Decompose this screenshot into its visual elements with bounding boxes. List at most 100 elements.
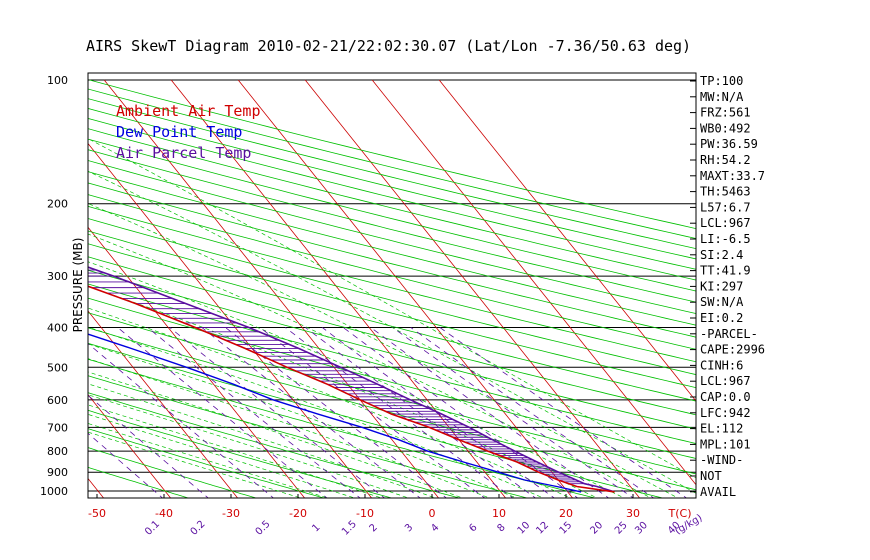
index-entry: RH:54.2 — [700, 153, 751, 167]
plot-area — [0, 79, 696, 500]
pressure-tick-label: 100 — [47, 74, 68, 87]
bottom-temp-tick-label: 0 — [429, 507, 436, 520]
index-entry: LI:-6.5 — [700, 232, 751, 246]
dry-adiabat-line — [88, 243, 696, 402]
moist-adiabat-line — [88, 371, 464, 498]
isotherm-line — [88, 477, 105, 498]
dry-adiabat-line — [88, 312, 696, 475]
pressure-tick-label: 1000 — [40, 485, 68, 498]
dry-adiabat-line — [88, 160, 696, 314]
mixing-ratio-line — [370, 327, 610, 498]
mixing-ratio-line — [259, 327, 486, 498]
isotherm-line — [0, 80, 38, 500]
mixing-ratio-line — [201, 327, 421, 498]
pressure-tick-label: 900 — [47, 466, 68, 479]
mixing-ratio-label: 1 — [310, 522, 322, 534]
pressure-tick-label: 600 — [47, 394, 68, 407]
bottom-temp-tick-label: 10 — [492, 507, 506, 520]
parcel-temp-line — [88, 266, 615, 493]
mixing-ratio-label: 0.2 — [189, 519, 208, 538]
dry-adiabat-line — [88, 283, 696, 444]
dry-adiabat-line — [88, 182, 696, 338]
index-entry: NOT — [700, 469, 722, 483]
pressure-tick-label: 700 — [47, 421, 68, 434]
mixing-ratio-line — [284, 327, 514, 498]
axes: 1002003004005006007008009001000-120-110-… — [40, 74, 704, 538]
moist-adiabat-line — [88, 233, 652, 498]
dry-adiabat-line — [88, 447, 258, 498]
dry-adiabat-line — [88, 118, 696, 270]
index-entry: -WIND- — [700, 453, 743, 467]
plot-frame — [87, 72, 697, 499]
pressure-tick-label: 800 — [47, 445, 68, 458]
moist-adiabat-line — [88, 170, 696, 494]
index-entry: MAXT:33.7 — [700, 169, 765, 183]
moist-adiabat-line — [88, 404, 383, 498]
mixing-ratio-label: 2 — [368, 522, 380, 534]
index-entry: CAPE:2996 — [700, 343, 765, 357]
isotherm-line — [304, 79, 641, 498]
index-entry: CINH:6 — [700, 358, 743, 372]
index-entry: EI:0.2 — [700, 311, 743, 325]
mixing-ratio-line — [439, 327, 688, 498]
moist-adiabat-line — [88, 343, 518, 498]
mixing-ratio-label: 6 — [467, 522, 479, 534]
index-entry: TH:5463 — [700, 185, 751, 199]
index-entry: AVAIL — [700, 485, 736, 499]
bottom-temp-tick-label: -30 — [222, 507, 240, 520]
mixing-ratio-label: 20 — [588, 520, 605, 537]
index-entry: TT:41.9 — [700, 264, 751, 278]
mixing-ratio-label: 4 — [429, 522, 441, 534]
isotherm-line — [88, 226, 306, 498]
moist-adiabat-line — [88, 383, 437, 498]
dry-adiabat-line — [88, 466, 190, 498]
index-entry: MW:N/A — [700, 90, 744, 104]
legend-entry: Dew Point Temp — [116, 123, 242, 141]
dry-adiabat-line — [88, 194, 696, 350]
index-entry: EL:112 — [700, 422, 743, 436]
legend-entry: Air Parcel Temp — [116, 144, 251, 162]
moist-adiabat-line — [88, 326, 545, 498]
legend: Ambient Air Temp Dew Point Temp Air Parcel… — [116, 102, 261, 162]
dry-adiabat-line — [88, 358, 597, 498]
mixing-ratio-label: 8 — [495, 522, 507, 534]
index-entry: CAP:0.0 — [700, 390, 751, 404]
mixing-ratio-line — [88, 343, 275, 498]
pressure-tick-label: 300 — [47, 270, 68, 283]
dry-adiabat-line — [88, 171, 696, 326]
moist-adiabat-line — [88, 307, 572, 498]
mixing-ratio-label: 0.1 — [143, 519, 162, 538]
index-entry: LCL:967 — [700, 374, 751, 388]
dry-adiabat-line — [88, 107, 696, 260]
dry-adiabat-line — [88, 128, 696, 281]
mixing-ratio-label: 3 — [403, 522, 415, 534]
mixing-ratio-label: 1.5 — [340, 519, 359, 538]
mixing-ratio-label: 12 — [534, 520, 551, 537]
dry-adiabat-line — [88, 138, 696, 292]
isotherm-line — [438, 79, 696, 402]
index-entry: FRZ:561 — [700, 106, 751, 120]
y-axis-label: PRESSURE (MB) — [71, 238, 85, 333]
index-entry: MPL:101 — [700, 437, 751, 451]
moist-adiabat-line — [88, 138, 696, 479]
mixing-ratio-label: 25 — [613, 520, 630, 537]
dewpoint-line — [88, 333, 582, 493]
moist-adiabat-line — [88, 286, 598, 498]
mixing-ratio-line — [392, 327, 634, 498]
pressure-tick-label: 200 — [47, 198, 68, 211]
mixing-ratio-line — [321, 327, 555, 498]
bottom-temp-tick-label: 30 — [626, 507, 640, 520]
mixing-ratio-line — [88, 394, 209, 498]
dry-adiabat-line — [88, 297, 696, 459]
dry-adiabat-line — [88, 428, 326, 498]
pressure-tick-label: 500 — [47, 361, 68, 374]
pressure-tick-label: 400 — [47, 321, 68, 334]
mixing-ratio-label: 30 — [633, 520, 650, 537]
mixing-ratio-label: 0.5 — [254, 519, 273, 538]
moist-adiabat-line — [88, 261, 625, 498]
dry-adiabat-line — [88, 230, 696, 389]
index-entry: PW:36.59 — [700, 137, 758, 151]
dry-adiabat-line — [88, 375, 529, 498]
bottom-temp-tick-label: -10 — [356, 507, 374, 520]
